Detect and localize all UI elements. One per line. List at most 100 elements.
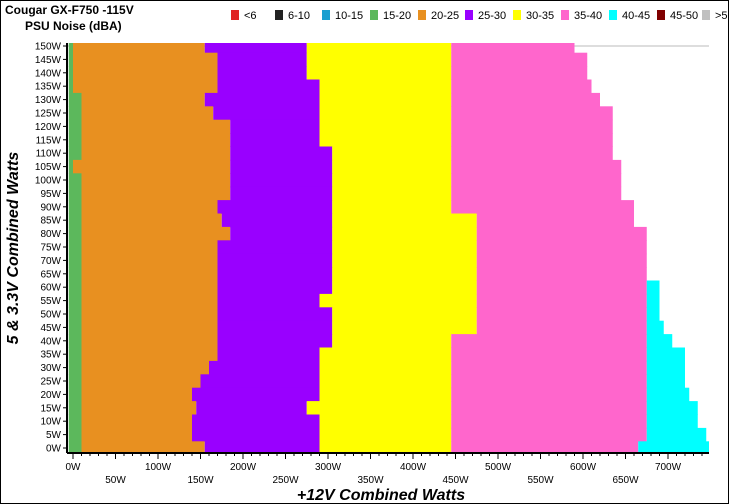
heatmap-cell-50w-35-40 [476, 307, 647, 322]
heatmap-cell-45w-30-35 [332, 320, 477, 335]
x-tick-label: 150W [187, 475, 214, 486]
heatmap-cell-15w-40-45 [646, 401, 698, 415]
heatmap-cell-80w-35-40 [476, 226, 647, 241]
x-tick-label: 100W [145, 462, 172, 473]
y-tick-label: 50W [40, 310, 61, 321]
heatmap-cell-20w-20-25 [81, 387, 192, 402]
heatmap-cell-140w-30-35 [306, 66, 452, 80]
y-tick-label: 75W [40, 243, 61, 254]
heatmap-cell-40w-40-45 [646, 334, 673, 348]
x-tick-label: 350W [357, 475, 384, 486]
heatmap-cell-30w-25-30 [209, 360, 320, 375]
legend-label: >50 [715, 10, 728, 22]
y-tick-label: 70W [40, 256, 61, 267]
heatmap-cell-15w-25-30 [196, 401, 307, 415]
y-tick-label: 65W [40, 269, 61, 280]
y-tick-label: 120W [35, 122, 62, 133]
legend-label: 35-40 [574, 10, 602, 22]
legend-swatch [609, 10, 617, 20]
legend-swatch [231, 10, 239, 20]
heatmap-cell-100w-35-40 [451, 173, 622, 188]
heatmap-cell-150w-25-30 [204, 43, 307, 54]
heatmap-cell-110w-25-30 [230, 146, 333, 161]
heatmap-cell-0w-40-45 [638, 441, 709, 454]
heatmap-cell-135w-30-35 [319, 79, 452, 94]
legend-swatch [370, 10, 378, 20]
heatmap-cell-145w-35-40 [451, 52, 588, 67]
heatmap-cell-15w-35-40 [451, 401, 647, 415]
x-axis-label: +12V Combined Watts [297, 487, 465, 503]
heatmap-cell-40w-15-20 [68, 334, 82, 348]
heatmap-cell-75w-35-40 [476, 240, 647, 255]
heatmap-cell-45w-35-40 [476, 320, 647, 335]
heatmap-cell-95w-25-30 [230, 186, 333, 201]
heatmap-cell-150w-15-20 [68, 43, 73, 54]
heatmap-cell-125w-30-35 [319, 106, 452, 121]
x-tick-label: 400W [400, 462, 427, 473]
heatmap-cell-75w-20-25 [81, 240, 218, 255]
heatmap-cell-135w-35-40 [451, 79, 592, 94]
heatmap-cell-50w-15-20 [68, 307, 82, 322]
heatmap-cell-150w-30-35 [306, 43, 452, 54]
y-tick-label: 30W [40, 363, 61, 374]
heatmap-cell-70w-35-40 [476, 253, 647, 268]
heatmap-cell-65w-35-40 [476, 267, 647, 281]
heatmap-cell-0w-25-30 [204, 441, 320, 454]
x-tick-label: 600W [570, 462, 597, 473]
heatmap-cell-55w-40-45 [646, 293, 660, 308]
heatmap-cell-125w-20-25 [81, 106, 214, 121]
heatmap-cell-30w-20-25 [81, 360, 209, 375]
heatmap-cell-25w-15-20 [68, 374, 82, 389]
y-tick-label: 35W [40, 350, 61, 361]
heatmap-cell-35w-40-45 [646, 347, 685, 362]
heatmap-cell-40w-30-35 [332, 334, 452, 348]
y-tick-label: 80W [40, 229, 61, 240]
heatmap-cell-135w-25-30 [217, 79, 320, 94]
heatmap-cell-75w-25-30 [217, 240, 333, 255]
heatmap-cell-100w-25-30 [230, 173, 333, 188]
heatmap-cell-30w-35-40 [451, 360, 647, 375]
heatmap-cell-120w-15-20 [68, 119, 82, 134]
heatmap-cell-85w-15-20 [68, 213, 82, 228]
heatmap-cell-105w-25-30 [230, 159, 333, 174]
heatmap-cell-80w-15-20 [68, 226, 82, 241]
heatmap-cell-20w-15-20 [68, 387, 82, 402]
y-tick-label: 40W [40, 336, 61, 347]
heatmap-cell-10w-30-35 [319, 414, 452, 429]
heatmap-cell-30w-40-45 [646, 360, 685, 375]
heatmap-cell-150w-20-25 [73, 43, 205, 54]
heatmap-cell-45w-25-30 [217, 320, 333, 335]
heatmap-cell-140w-20-25 [73, 66, 218, 80]
legend-label: 20-25 [431, 10, 459, 22]
legend-label: <6 [244, 10, 257, 22]
heatmap-cell-110w-15-20 [68, 146, 82, 161]
heatmap-cell-10w-40-45 [646, 414, 698, 429]
y-tick-label: 20W [40, 390, 61, 401]
heatmap-cell-90w-30-35 [332, 200, 452, 214]
x-tick-label: 700W [655, 462, 682, 473]
heatmap-cell-50w-25-30 [217, 307, 333, 322]
heatmap-cell-120w-30-35 [319, 119, 452, 134]
y-tick-label: 125W [35, 109, 62, 120]
heatmap-cell-0w-30-35 [319, 441, 452, 454]
heatmap-cell-10w-20-25 [81, 414, 192, 429]
heatmap-cell-25w-30-35 [319, 374, 452, 389]
heatmap-cell-85w-25-30 [221, 213, 333, 228]
x-tick-label: 0W [66, 462, 82, 473]
heatmap-cell-45w-15-20 [68, 320, 82, 335]
heatmap-cell-65w-25-30 [217, 267, 333, 281]
heatmap-cell-15w-30-35 [306, 401, 452, 415]
heatmap-cell-130w-25-30 [204, 92, 320, 107]
y-tick-label: 90W [40, 202, 61, 213]
heatmap-cell-75w-30-35 [332, 240, 477, 255]
y-tick-label: 45W [40, 323, 61, 334]
heatmap-cell-105w-35-40 [451, 159, 622, 174]
heatmap-cell-110w-30-35 [332, 146, 452, 161]
legend-label: 40-45 [622, 10, 650, 22]
y-tick-label: 140W [35, 68, 62, 79]
x-tick-label: 300W [315, 462, 342, 473]
heatmap-cell-60w-35-40 [476, 280, 647, 295]
heatmap-cell-135w-20-25 [73, 79, 218, 94]
heatmap-cell-55w-20-25 [81, 293, 218, 308]
